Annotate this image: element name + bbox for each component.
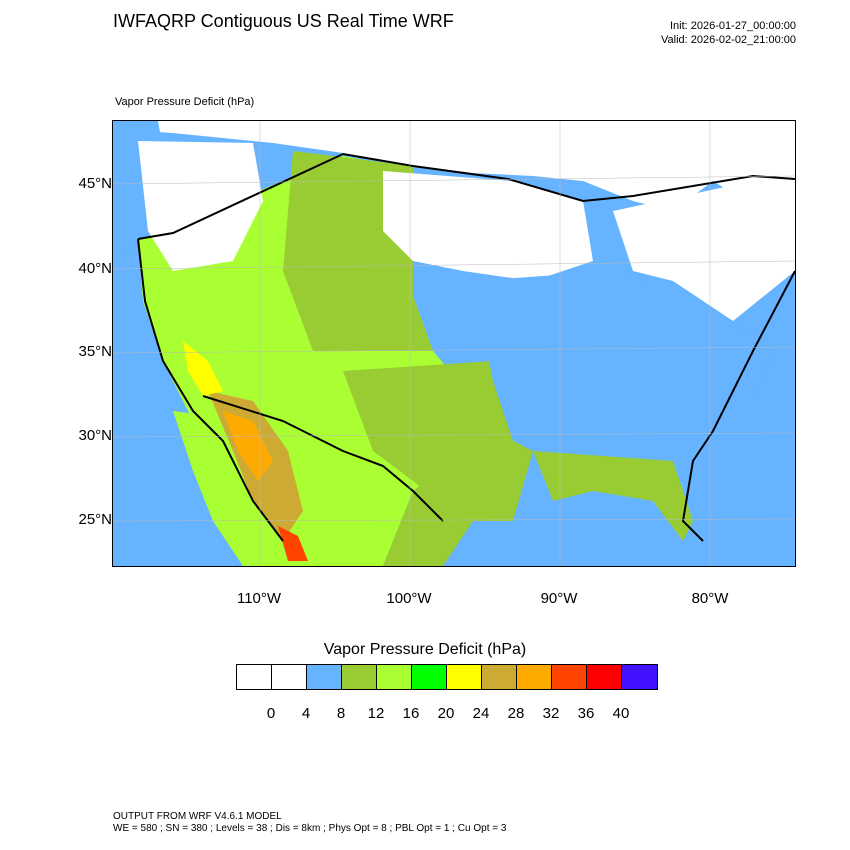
- page-title: IWFAQRP Contiguous US Real Time WRF: [113, 11, 454, 31]
- legend-title: Vapor Pressure Deficit (hPa): [323, 641, 527, 658]
- legend-swatch: [447, 665, 482, 689]
- legend-tick-label: 8: [336, 705, 346, 722]
- legend-swatch: [377, 665, 412, 689]
- legend-swatch: [412, 665, 447, 689]
- graticule: [112, 121, 796, 566]
- model-info: OUTPUT FROM WRF V4.6.1 MODEL: [113, 811, 282, 822]
- lon-label-80: 80°W: [691, 590, 729, 607]
- east-moderate: [473, 271, 773, 461]
- northwest-low: [138, 141, 263, 271]
- legend-tick-label: 4: [301, 705, 311, 722]
- legend-tick-label: 24: [472, 705, 490, 722]
- mexico-peak: [278, 526, 308, 561]
- legend-tick-label: 32: [542, 705, 560, 722]
- west-coast: [137, 238, 284, 542]
- legend-swatch: [622, 665, 657, 689]
- legend-swatch: [237, 665, 272, 689]
- legend-tick-label: 0: [266, 705, 276, 722]
- sonora-very-dry: [223, 411, 273, 481]
- lat-label-35: 35°N: [78, 343, 112, 360]
- gulf-region: [533, 451, 693, 541]
- lon-label-110: 110°W: [236, 590, 282, 607]
- legend-swatch: [517, 665, 552, 689]
- init-time: Init: 2026-01-27_00:00:00: [670, 20, 796, 32]
- legend-tick-label: 16: [402, 705, 420, 722]
- legend-swatch: [482, 665, 517, 689]
- lat-label-40: 40°N: [78, 260, 112, 277]
- lat-label-25: 25°N: [78, 511, 112, 528]
- legend-colorbar: [236, 664, 658, 690]
- legend-tick-label: 40: [612, 705, 630, 722]
- legend-swatch: [587, 665, 622, 689]
- legend-tick-label: 36: [577, 705, 595, 722]
- lon-label-100: 100°W: [386, 590, 432, 607]
- legend-swatch: [342, 665, 377, 689]
- lon-label-90: 90°W: [540, 590, 578, 607]
- northern-border: [137, 152, 796, 240]
- southern-border: [202, 395, 444, 522]
- legend-swatch: [272, 665, 307, 689]
- vpd-map: [112, 121, 796, 566]
- map-panel: [112, 120, 796, 567]
- lat-label-45: 45°N: [78, 175, 112, 192]
- valid-time: Valid: 2026-02-02_21:00:00: [661, 34, 796, 46]
- legend-tick-label: 12: [367, 705, 385, 722]
- legend-swatch: [552, 665, 587, 689]
- east-coast: [681, 270, 796, 542]
- legend-tick-label: 28: [507, 705, 525, 722]
- texas-region: [343, 361, 533, 521]
- legend-swatch: [307, 665, 342, 689]
- legend-tick-label: 20: [437, 705, 455, 722]
- model-settings: WE = 580 ; SN = 380 ; Levels = 38 ; Dis …: [113, 823, 507, 834]
- northeast-low: [613, 181, 795, 321]
- north-plains-low: [383, 171, 593, 281]
- lake-huron: [593, 233, 633, 271]
- field-label: Vapor Pressure Deficit (hPa): [115, 96, 255, 108]
- lat-label-30: 30°N: [78, 427, 112, 444]
- canada-land: [113, 121, 795, 211]
- socal-dry: [183, 341, 223, 396]
